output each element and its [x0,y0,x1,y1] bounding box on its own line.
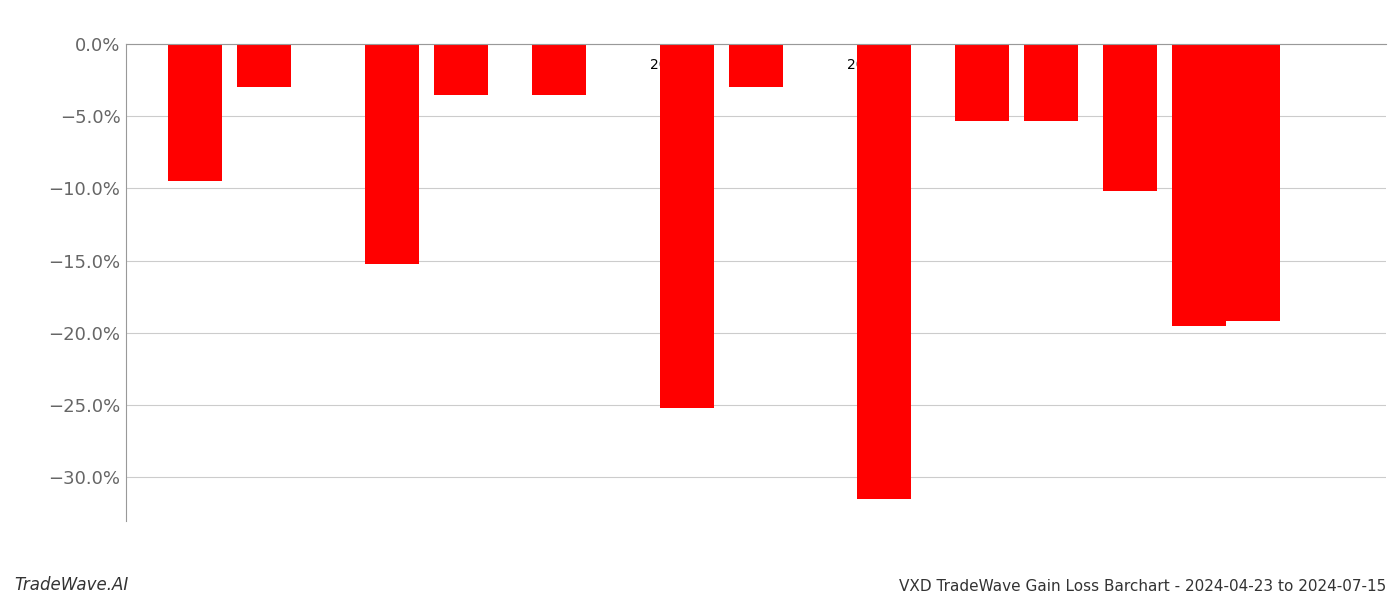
Text: VXD TradeWave Gain Loss Barchart - 2024-04-23 to 2024-07-15: VXD TradeWave Gain Loss Barchart - 2024-… [899,579,1386,594]
Bar [1103,44,1158,191]
Bar [955,44,1009,121]
Bar [857,44,911,499]
Bar [1226,44,1280,322]
Bar [237,44,291,88]
Bar [659,44,714,408]
Bar [729,44,783,88]
Bar [1172,44,1226,326]
Bar [532,44,587,95]
Bar [1025,44,1078,121]
Text: TradeWave.AI: TradeWave.AI [14,576,129,594]
Bar [168,44,223,181]
Bar [365,44,419,263]
Bar [434,44,487,95]
